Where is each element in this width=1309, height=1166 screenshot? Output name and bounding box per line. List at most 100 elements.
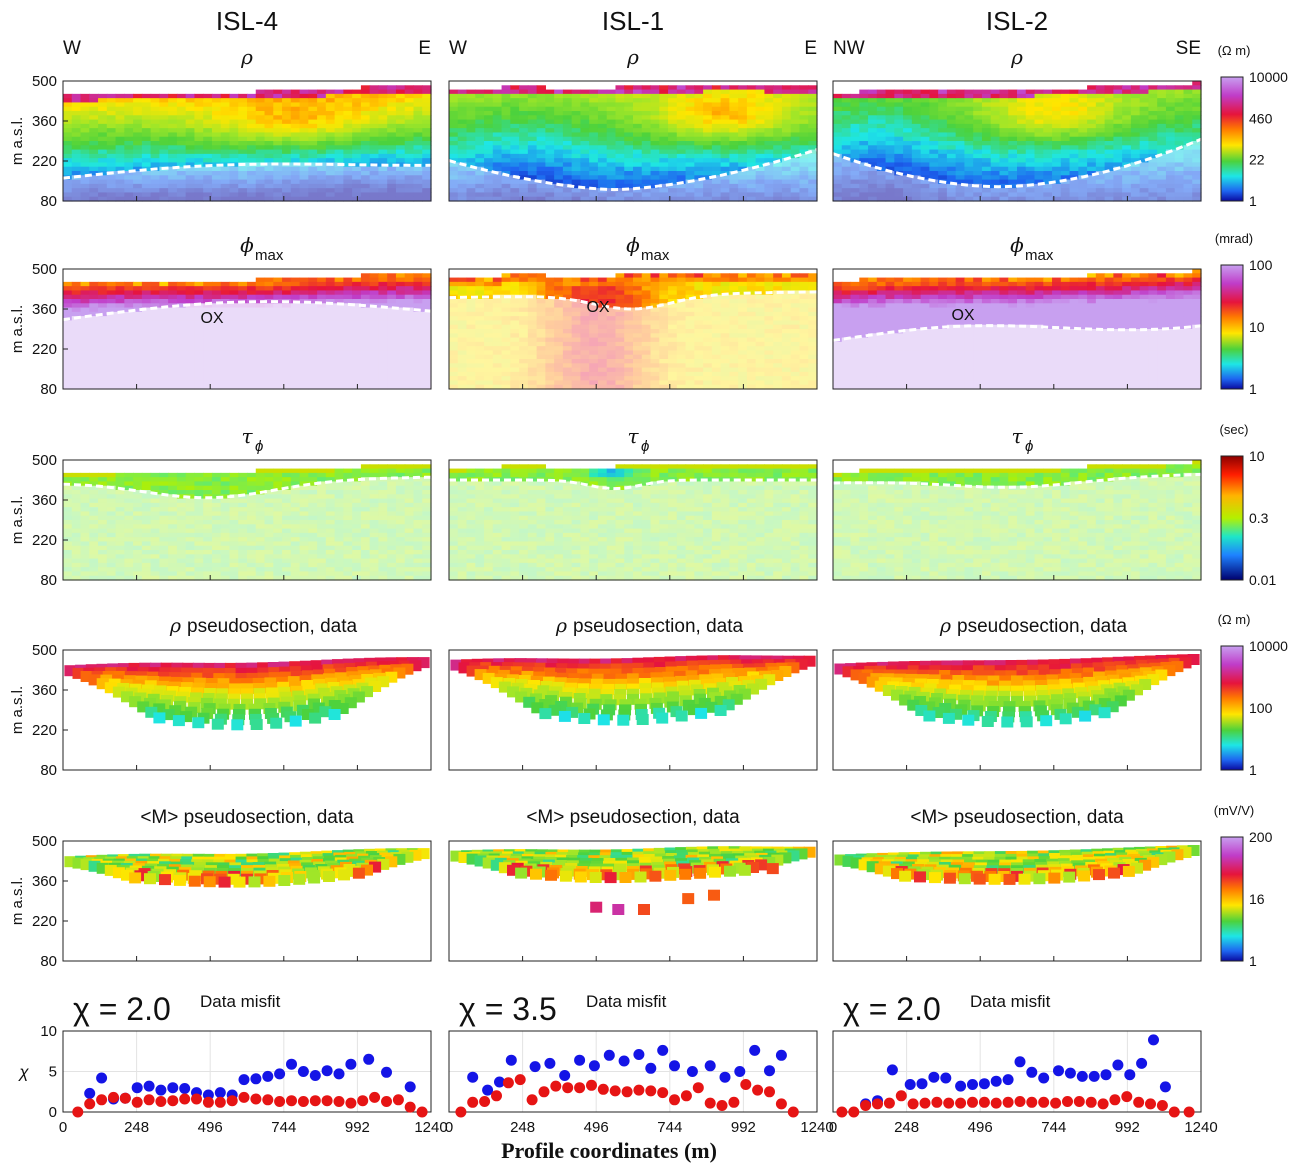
- model-cell: [973, 196, 983, 202]
- model-cell: [580, 294, 590, 300]
- model-cell: [510, 316, 520, 322]
- model-cell: [1069, 153, 1079, 159]
- model-cell: [911, 196, 922, 202]
- model-cell: [422, 324, 432, 330]
- model-cell: [729, 166, 739, 172]
- model-cell: [764, 145, 774, 151]
- model-cell: [703, 106, 713, 112]
- model-cell: [71, 93, 82, 99]
- model-cell: [694, 132, 704, 138]
- model-cell: [990, 102, 1001, 108]
- model-cell: [247, 153, 257, 159]
- model-cell: [317, 196, 327, 202]
- model-cell: [255, 380, 266, 386]
- model-cell: [545, 333, 555, 339]
- model-cell: [633, 183, 643, 189]
- model-cell: [325, 303, 336, 309]
- model-cell: [1165, 188, 1176, 194]
- model-cell: [343, 98, 353, 104]
- model-cell: [484, 141, 494, 146]
- model-cell: [501, 376, 511, 382]
- model-cell: [790, 132, 801, 138]
- model-cell: [360, 115, 371, 121]
- model-cell: [1017, 132, 1027, 138]
- model-cell: [501, 158, 511, 164]
- model-cell: [990, 128, 1001, 134]
- model-cell: [781, 192, 792, 198]
- model-cell: [290, 115, 301, 121]
- model-cell: [911, 119, 922, 125]
- model-cell: [589, 128, 599, 134]
- model-cell: [115, 324, 125, 330]
- model-cell: [352, 192, 362, 198]
- model-cell: [255, 123, 266, 129]
- model-cell: [519, 303, 529, 309]
- model-cell: [466, 136, 476, 142]
- model-cell: [536, 273, 546, 279]
- model-cell: [308, 98, 318, 104]
- model-cell: [133, 98, 143, 104]
- model-cell: [395, 145, 406, 151]
- model-cell: [369, 196, 380, 202]
- model-cell: [422, 102, 432, 108]
- model-cell: [1130, 149, 1141, 155]
- model-cell: [484, 359, 494, 364]
- model-cell: [920, 123, 930, 129]
- model-cell: [89, 192, 99, 198]
- model-cell: [580, 192, 590, 198]
- model-cell: [510, 89, 520, 95]
- model-cell: [955, 119, 966, 125]
- model-cell: [484, 299, 494, 304]
- model-cell: [738, 158, 748, 164]
- model-cell: [264, 316, 274, 322]
- model-cell: [920, 93, 930, 99]
- model-cell: [615, 384, 625, 390]
- model-cell: [1087, 111, 1097, 116]
- model-cell: [615, 128, 625, 134]
- model-cell: [290, 98, 301, 104]
- model-cell: [1017, 175, 1027, 181]
- model-cell: [395, 85, 406, 91]
- model-cell: [185, 350, 196, 356]
- model-cell: [1017, 136, 1027, 142]
- model-cell: [641, 166, 652, 172]
- model-cell: [63, 294, 73, 300]
- model-cell: [1069, 102, 1079, 108]
- model-cell: [422, 141, 432, 146]
- model-cell: [352, 290, 362, 296]
- model-cell: [141, 141, 152, 146]
- model-cell: [850, 119, 860, 125]
- model-cell: [334, 384, 344, 390]
- model-cell: [404, 320, 415, 326]
- model-cell: [1157, 179, 1167, 185]
- model-cell: [475, 188, 485, 194]
- model-cell: [124, 371, 134, 377]
- model-cell: [89, 111, 99, 116]
- model-cell: [615, 188, 625, 194]
- model-cell: [369, 359, 380, 364]
- model-cell: [150, 98, 160, 104]
- model-cell: [885, 89, 895, 95]
- model-cell: [89, 333, 99, 339]
- model-cell: [194, 281, 204, 287]
- model-cell: [352, 102, 362, 108]
- model-cell: [1183, 166, 1193, 172]
- model-cell: [571, 277, 582, 283]
- model-cell: [343, 115, 353, 121]
- model-cell: [106, 149, 117, 155]
- model-cell: [571, 192, 582, 198]
- model-cell: [378, 196, 388, 202]
- model-cell: [554, 93, 564, 99]
- model-cell: [527, 115, 538, 121]
- model-cell: [955, 141, 966, 146]
- model-cell: [334, 153, 344, 159]
- model-cell: [449, 363, 459, 369]
- model-cell: [597, 316, 608, 322]
- model-cell: [519, 183, 529, 189]
- model-cell: [685, 128, 695, 134]
- model-cell: [98, 333, 108, 339]
- model-cell: [449, 354, 459, 360]
- model-cell: [554, 380, 564, 386]
- model-cell: [466, 89, 476, 95]
- model-cell: [378, 171, 388, 176]
